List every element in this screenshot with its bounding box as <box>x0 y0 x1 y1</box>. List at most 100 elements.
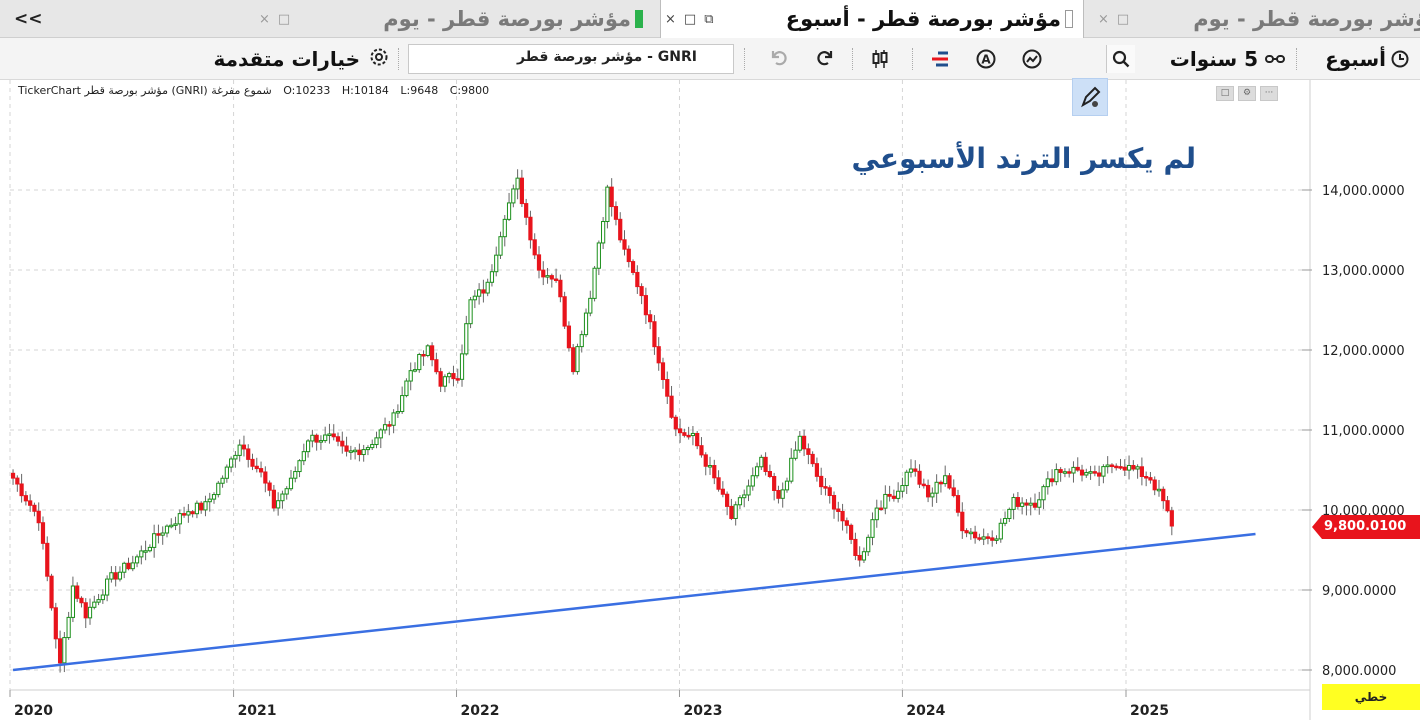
candle-body <box>819 475 824 488</box>
candle-body <box>690 432 696 437</box>
redo-icon[interactable] <box>806 38 842 80</box>
draw-tools-button[interactable] <box>1072 78 1108 116</box>
candle-body <box>83 602 88 619</box>
candle-body <box>1109 464 1115 468</box>
undo-icon[interactable] <box>762 38 798 80</box>
tab-qe-daily[interactable]: × □ مؤشر بورصة قطر - يوم <box>255 0 655 38</box>
search-input[interactable]: GNRI - مؤشر بورصة قطر <box>516 49 697 65</box>
range-icon[interactable] <box>1258 38 1292 80</box>
candle-body <box>370 444 375 449</box>
candle-body <box>361 449 366 456</box>
candle-body <box>293 471 298 479</box>
settings-icon[interactable]: ⚙ <box>1238 86 1256 101</box>
candle-body <box>314 434 319 443</box>
period-label: 5 سنوات <box>1169 47 1258 71</box>
candle-body <box>143 550 148 553</box>
maximize-icon[interactable]: □ <box>1216 86 1234 101</box>
advanced-options-button[interactable]: خيارات متقدمة <box>190 38 390 80</box>
candle-body <box>823 486 828 489</box>
candle-body <box>1084 472 1089 476</box>
candle-body <box>673 416 678 430</box>
tab-restore-icon[interactable]: □ <box>683 11 697 27</box>
chart-title: TickerChart مؤشر بورصة قطر (GNRI) شموع م… <box>18 84 272 97</box>
interval-selector[interactable]: أسبوع <box>1306 38 1386 80</box>
candles-icon[interactable] <box>862 38 898 80</box>
candle-body <box>498 236 503 256</box>
candle-body <box>725 493 730 507</box>
candle-body <box>973 531 978 539</box>
tab-qe-daily-2[interactable]: × □ مؤشر بورصة قطر - يوم <box>1090 0 1420 38</box>
candle-body <box>70 585 76 618</box>
candle-body <box>126 562 131 570</box>
tab-restore-icon[interactable]: □ <box>1116 11 1130 27</box>
more-icon[interactable]: ··· <box>1260 86 1278 101</box>
scale-type-button[interactable]: خطي <box>1322 684 1420 710</box>
candle-body <box>10 472 16 479</box>
candle-body <box>789 457 794 482</box>
candle-body <box>160 532 165 536</box>
candle-body <box>1114 465 1119 469</box>
candle-body <box>583 312 589 336</box>
candle-body <box>412 369 418 372</box>
candle-body <box>1148 477 1153 481</box>
separator <box>1296 48 1298 70</box>
candle-body <box>421 354 426 357</box>
candle-body <box>977 537 982 540</box>
candle-body <box>549 275 554 280</box>
chart-annotation[interactable]: لم يكسر الترند الأسبوعي <box>851 142 1197 175</box>
candle-body <box>1032 502 1038 508</box>
line-chart-icon[interactable] <box>1014 38 1050 80</box>
candle-body <box>134 556 140 564</box>
candle-body <box>156 533 161 536</box>
candle-body <box>682 432 687 436</box>
tab-popout-icon[interactable]: ⧉ <box>704 11 714 27</box>
candle-body <box>767 470 772 478</box>
candle-body <box>930 492 935 498</box>
x-tick-label: 2020 <box>14 703 53 719</box>
tab-close-icon[interactable]: × <box>665 11 676 27</box>
candle-body <box>220 477 225 484</box>
candle-body <box>660 362 666 381</box>
candle-body <box>237 444 242 456</box>
search-icon[interactable] <box>1106 45 1135 73</box>
candle-body <box>62 637 67 664</box>
candle-body <box>113 572 118 580</box>
candle-body <box>301 451 306 462</box>
candle-body <box>186 511 191 516</box>
candle-body <box>742 494 747 499</box>
candle-body <box>806 448 811 455</box>
tab-close-icon[interactable]: × <box>259 11 270 27</box>
price-chart[interactable]: 8,000.00009,000.000010,000.000011,000.00… <box>0 80 1420 720</box>
candle-body <box>87 606 93 619</box>
advanced-options-label: خيارات متقدمة <box>213 47 360 71</box>
candle-body <box>387 424 392 427</box>
candle-body <box>250 458 255 467</box>
candle-body <box>1041 486 1046 501</box>
tab-close-icon[interactable]: × <box>1098 11 1109 27</box>
separator <box>912 48 914 70</box>
candle-body <box>596 242 601 269</box>
candle-body <box>434 359 439 373</box>
candle-body <box>553 278 559 282</box>
candle-body <box>588 297 593 314</box>
candle-body <box>79 597 84 604</box>
candle-body <box>861 551 867 561</box>
candle-body <box>459 353 465 380</box>
trendline[interactable] <box>12 532 1256 672</box>
symbol-search[interactable]: GNRI - مؤشر بورصة قطر <box>408 44 1135 74</box>
indicator-icon[interactable] <box>922 38 958 80</box>
clock-icon[interactable] <box>1384 38 1416 80</box>
candle-body <box>284 488 289 495</box>
candle-body <box>130 562 135 570</box>
collapse-tabs-button[interactable]: << <box>14 9 43 29</box>
auto-icon[interactable]: A <box>968 38 1004 80</box>
candle-body <box>545 275 550 278</box>
period-selector[interactable]: 5 سنوات <box>1166 38 1258 80</box>
candle-body <box>985 536 991 539</box>
candle-body <box>827 487 832 497</box>
candle-body <box>152 533 157 548</box>
tab-qe-weekly[interactable]: × □ ⧉ مؤشر بورصة قطر - أسبوع <box>660 0 1084 38</box>
tab-restore-icon[interactable]: □ <box>277 11 291 27</box>
candle-body <box>395 411 400 414</box>
candle-body <box>344 445 349 452</box>
